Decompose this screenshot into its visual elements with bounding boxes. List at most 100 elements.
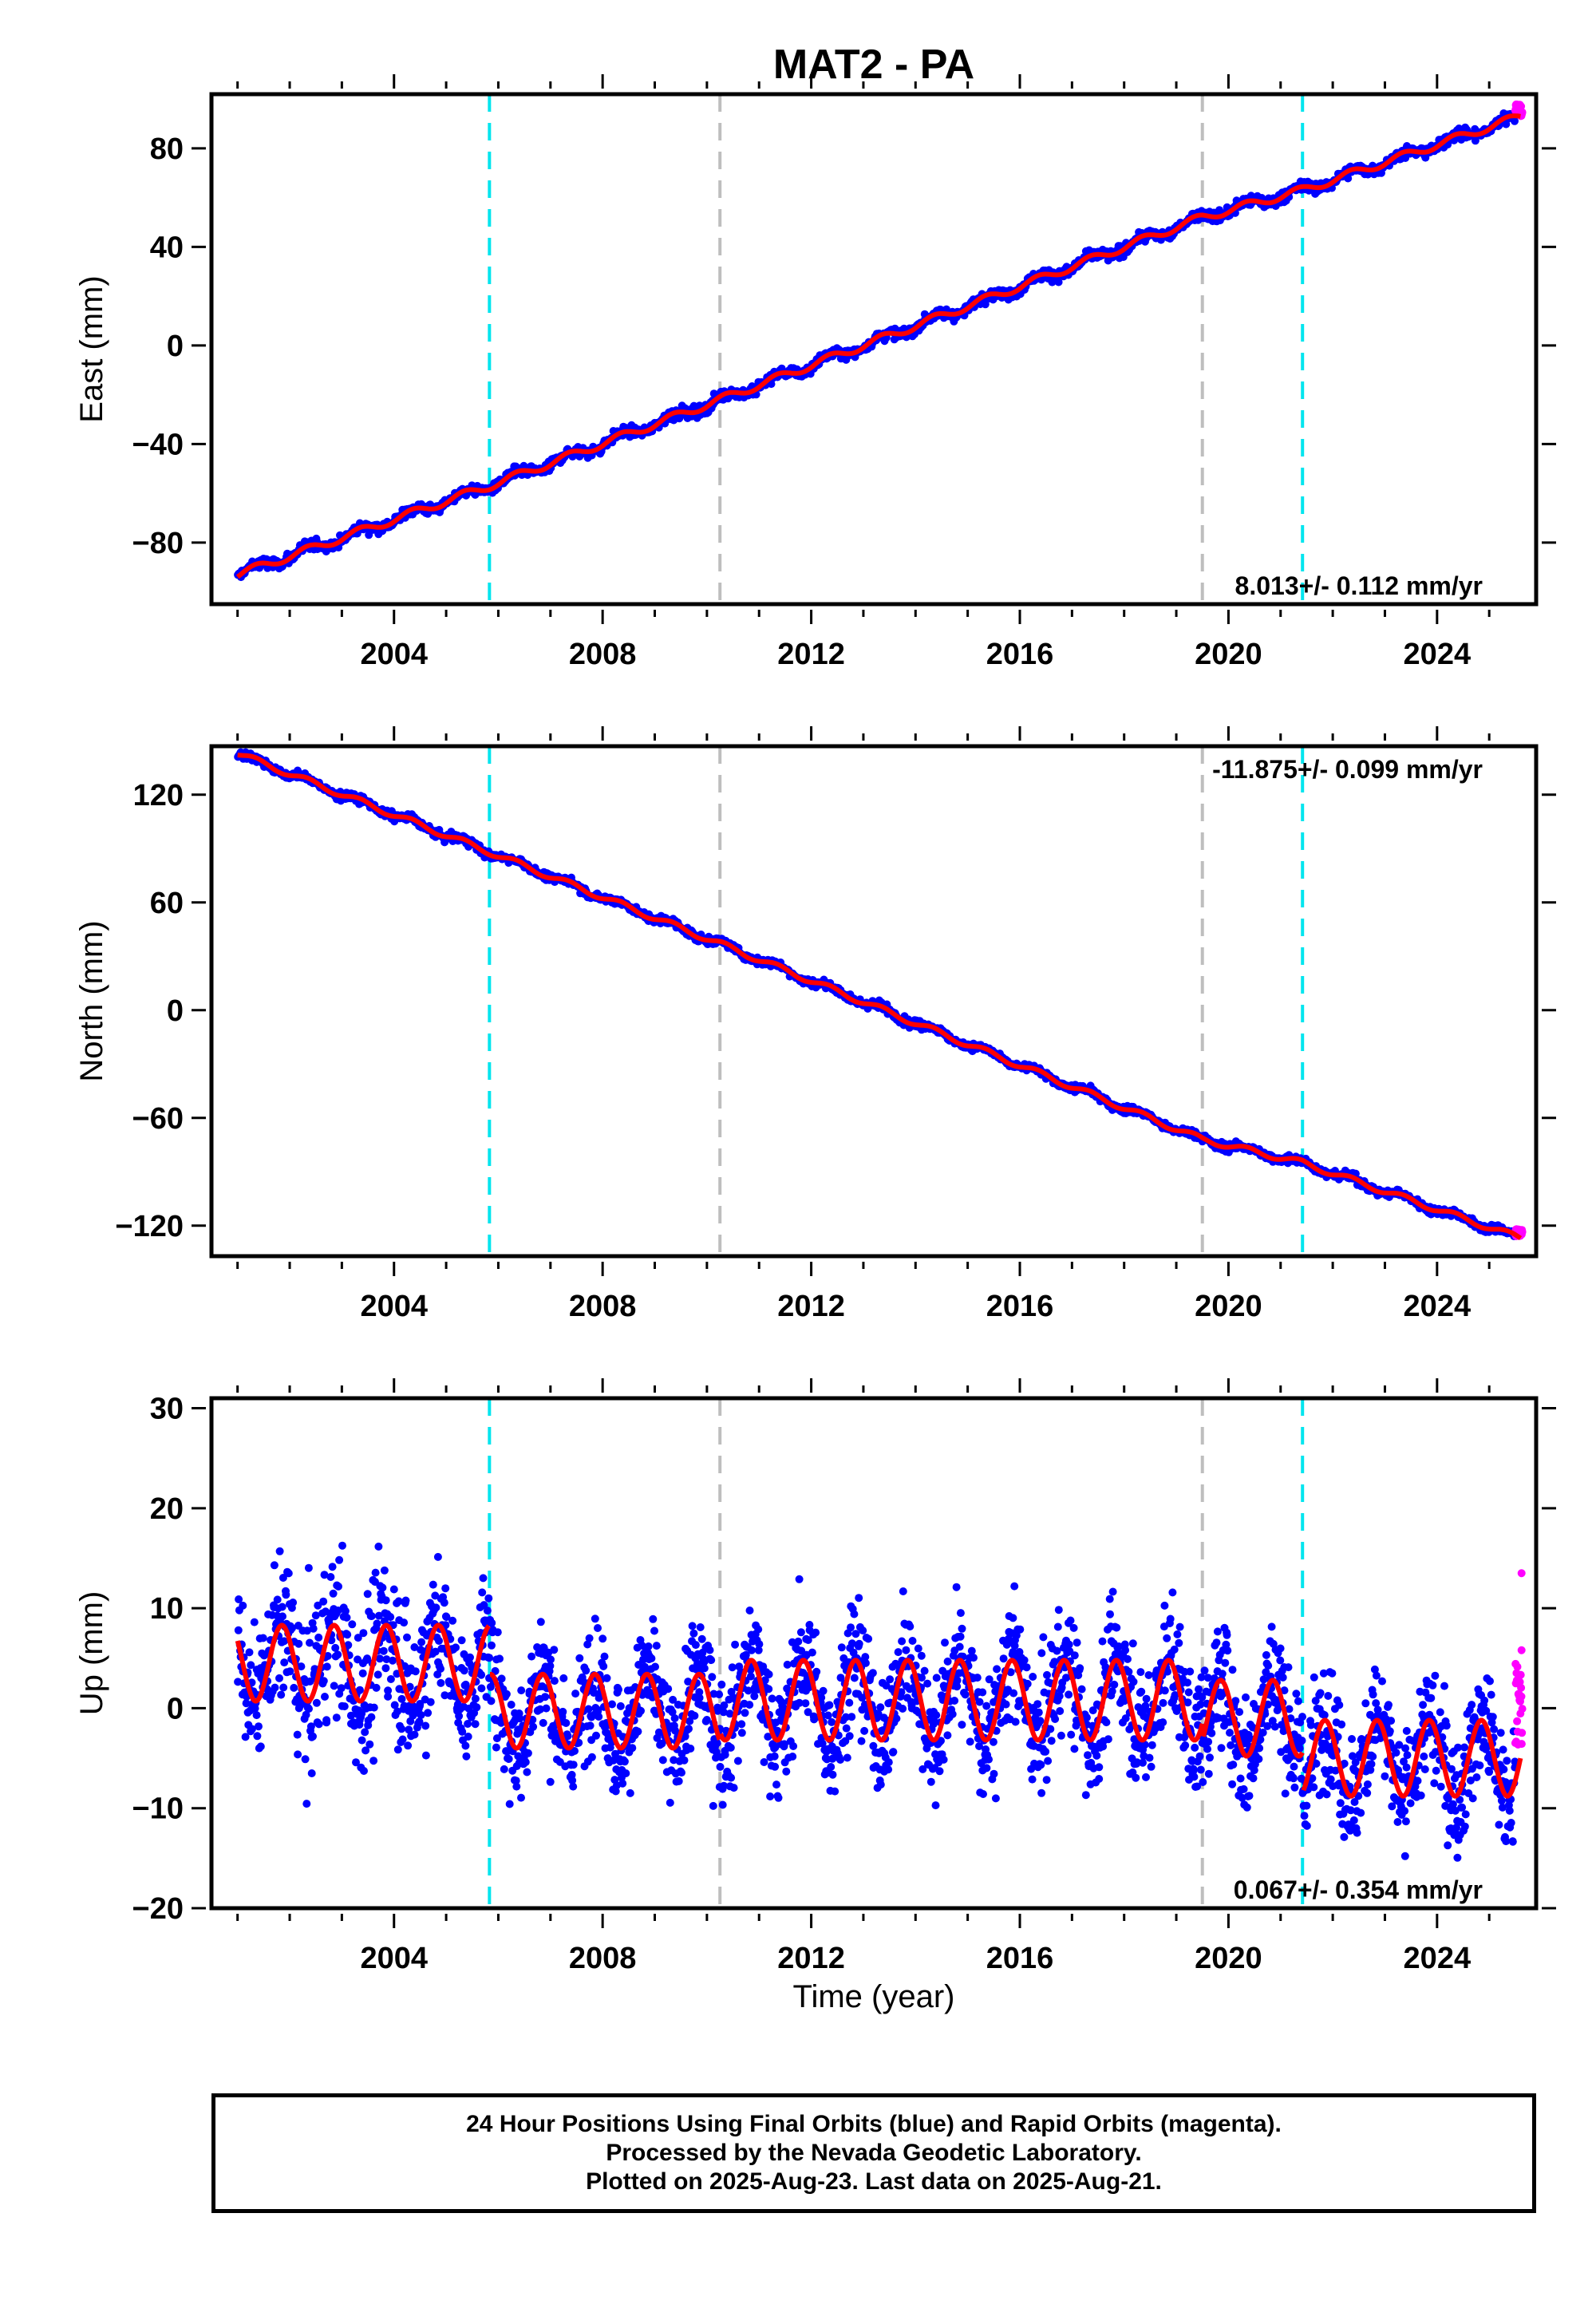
data-point <box>373 1619 381 1628</box>
data-point <box>309 1624 318 1633</box>
data-point <box>850 1674 859 1682</box>
x-tick-label: 2024 <box>1404 638 1472 671</box>
data-point <box>421 1721 430 1730</box>
data-point <box>847 1623 855 1632</box>
data-point <box>369 1757 378 1765</box>
data-point <box>796 1628 805 1637</box>
data-point <box>426 1697 435 1706</box>
data-point <box>335 1555 344 1564</box>
data-point <box>647 1654 656 1662</box>
data-point <box>828 1770 837 1779</box>
data-point <box>485 1654 494 1662</box>
data-point <box>926 1777 935 1786</box>
data-point <box>935 1767 944 1776</box>
data-point <box>461 1680 470 1689</box>
data-point <box>825 1701 834 1709</box>
x-tick-label: 2004 <box>360 1290 428 1323</box>
data-point <box>745 1701 754 1709</box>
y-tick-label: 60 <box>150 887 184 920</box>
data-point <box>234 1678 243 1686</box>
data-point <box>1344 174 1353 183</box>
data-point <box>363 1590 372 1599</box>
data-point <box>405 1682 414 1691</box>
data-point <box>670 1714 679 1722</box>
y-tick-label: −40 <box>132 428 184 461</box>
data-point <box>401 1596 410 1605</box>
data-point <box>523 1768 531 1777</box>
data-point <box>259 1634 267 1642</box>
data-point <box>337 1684 346 1693</box>
y-tick-label: 40 <box>150 231 184 264</box>
data-point <box>398 1735 407 1744</box>
data-point <box>286 1667 294 1676</box>
data-point <box>644 1642 653 1650</box>
data-point <box>302 1710 310 1719</box>
data-point <box>400 1618 409 1627</box>
data-point <box>843 1753 851 1762</box>
data-point <box>1048 278 1057 287</box>
data-point <box>247 1725 256 1733</box>
data-point <box>876 1703 885 1712</box>
data-point <box>466 1653 474 1662</box>
data-point <box>452 1643 460 1652</box>
model-curve-east <box>235 113 1521 579</box>
data-point <box>582 1666 591 1675</box>
data-point <box>297 1662 306 1671</box>
data-point <box>397 1725 406 1733</box>
data-point <box>484 1594 493 1603</box>
data-point <box>273 1595 282 1604</box>
data-point <box>512 1777 520 1785</box>
data-point <box>990 1769 998 1778</box>
data-point <box>290 1683 298 1692</box>
data-point <box>956 1609 965 1618</box>
data-point <box>471 1720 480 1729</box>
data-point <box>309 1732 317 1741</box>
data-point <box>688 1622 697 1630</box>
data-point <box>716 1762 725 1771</box>
data-point <box>279 1683 288 1692</box>
data-point <box>371 1568 380 1577</box>
data-point <box>782 1767 791 1776</box>
x-tick-label: 2016 <box>986 638 1054 671</box>
x-tick-label: 2020 <box>1195 1290 1262 1323</box>
data-point <box>808 1648 816 1657</box>
data-point <box>917 1651 926 1660</box>
data-point <box>932 1711 941 1720</box>
chart-title: MAT2 - PA <box>773 41 974 88</box>
data-point <box>256 1742 265 1751</box>
data-point <box>956 1632 965 1641</box>
data-point <box>505 1800 514 1808</box>
data-point <box>329 1589 338 1598</box>
data-point <box>700 1664 709 1673</box>
data-point <box>280 1658 289 1667</box>
data-point <box>331 1643 340 1652</box>
x-tick-label: 2016 <box>986 1290 1054 1323</box>
data-point <box>497 1674 506 1683</box>
data-point <box>479 1574 488 1583</box>
data-point <box>1001 1700 1010 1709</box>
data-point <box>939 1755 948 1764</box>
data-point <box>304 1563 313 1572</box>
data-point <box>432 1603 440 1612</box>
data-point <box>764 1685 773 1694</box>
data-point <box>502 1690 511 1698</box>
data-point <box>754 1625 763 1634</box>
data-point <box>616 1701 625 1710</box>
data-point <box>651 1662 659 1671</box>
data-point <box>943 1657 952 1666</box>
data-point <box>559 1707 567 1716</box>
data-point <box>367 1612 376 1620</box>
data-point <box>483 1607 492 1615</box>
panels-layer: 2004 2008 2012 2016 2020 202480400−40−80East … <box>74 74 1556 2014</box>
data-point <box>326 1573 335 1581</box>
data-point <box>321 1693 329 1701</box>
data-point <box>374 1542 383 1551</box>
data-point <box>284 1569 293 1578</box>
data-point <box>788 1753 797 1761</box>
data-point <box>689 1629 698 1638</box>
data-point <box>686 1745 695 1753</box>
data-point <box>931 1801 940 1810</box>
data-point <box>894 1648 903 1657</box>
data-point <box>705 1646 714 1654</box>
